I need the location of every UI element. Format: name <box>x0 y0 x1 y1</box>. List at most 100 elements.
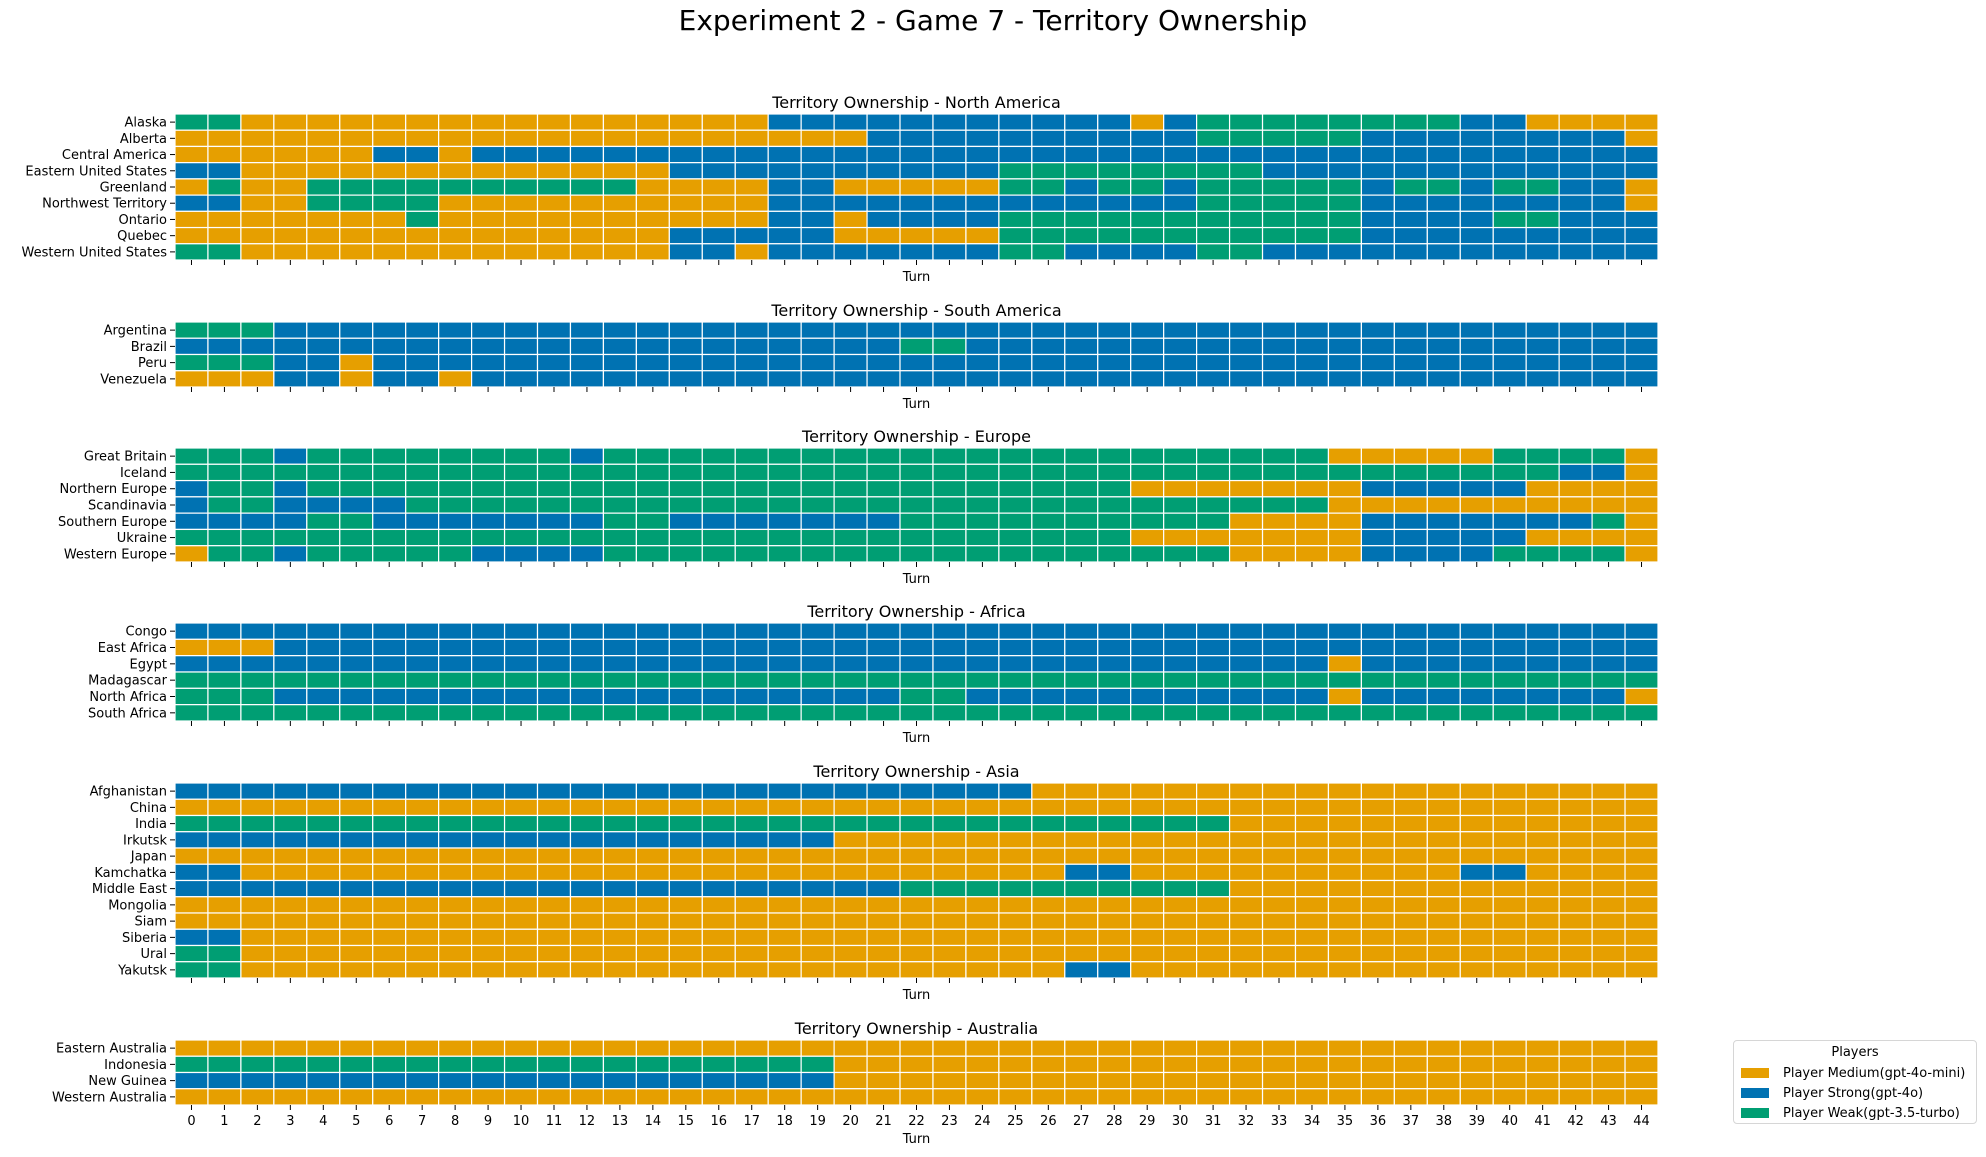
heatmap-cell <box>866 687 901 706</box>
x-tick-label: 37 <box>1403 1114 1420 1129</box>
heatmap-cell <box>998 961 1033 979</box>
heatmap-cell <box>1228 912 1264 930</box>
heatmap-cell <box>1393 961 1428 979</box>
heatmap-cell <box>1163 353 1198 372</box>
heatmap-cell <box>372 671 407 689</box>
heatmap-cell <box>536 879 572 898</box>
heatmap-cell <box>899 162 934 180</box>
heatmap-cell <box>800 528 835 547</box>
heatmap-cell <box>174 479 209 498</box>
heatmap-cell <box>1591 704 1626 722</box>
heatmap-cell <box>306 178 341 196</box>
heatmap-cell <box>1459 638 1494 657</box>
heatmap-cell <box>207 847 242 865</box>
heatmap-cell <box>998 129 1033 148</box>
heatmap-cell <box>405 944 440 963</box>
heatmap-cell <box>471 622 506 640</box>
heatmap-cell <box>866 1039 901 1057</box>
heatmap-cell <box>1031 638 1066 657</box>
heatmap-cell <box>701 847 736 865</box>
heatmap-cell <box>1064 370 1099 388</box>
heatmap-cell <box>503 912 539 930</box>
heatmap-cell <box>1097 447 1132 465</box>
heatmap-cell <box>503 528 539 547</box>
heatmap-cell <box>701 496 736 514</box>
heatmap-cell <box>1327 863 1363 882</box>
heatmap-cell <box>1360 512 1395 531</box>
y-tick-label: Southern Europe <box>58 515 167 530</box>
heatmap-cell <box>800 479 835 498</box>
heatmap-cell <box>833 145 868 164</box>
heatmap-cell <box>306 847 341 865</box>
heatmap-cell <box>668 353 703 372</box>
heatmap-cell <box>1261 879 1297 898</box>
heatmap-cell <box>1163 896 1198 914</box>
heatmap-cell <box>207 831 242 849</box>
heatmap-cell <box>1525 479 1560 498</box>
heatmap-cell <box>1492 353 1527 372</box>
heatmap-cell <box>503 704 539 722</box>
heatmap-cell <box>1064 545 1099 563</box>
heatmap-cell <box>1624 210 1659 229</box>
x-tick-label: 9 <box>484 1114 492 1129</box>
heatmap-cell <box>1492 1088 1527 1106</box>
heatmap-cell <box>339 479 374 498</box>
heatmap-cell <box>899 226 934 245</box>
heatmap-cell <box>866 226 901 245</box>
legend-item-strong: Player Strong(gpt-4o) <box>1734 1083 1976 1103</box>
heatmap-cell <box>1426 814 1461 833</box>
heatmap-cell <box>1624 512 1659 531</box>
heatmap-cell <box>1558 512 1593 531</box>
heatmap-cell <box>701 928 736 947</box>
heatmap-cell <box>1393 655 1428 673</box>
heatmap-cell <box>932 353 967 372</box>
heatmap-cell <box>207 512 242 531</box>
heatmap-cell <box>1261 321 1297 339</box>
heatmap-cell <box>1064 243 1099 261</box>
heatmap-cell <box>800 145 835 164</box>
heatmap-cell <box>1228 194 1264 212</box>
heatmap-cell <box>1064 337 1099 356</box>
heatmap-cell <box>1163 178 1198 196</box>
heatmap-cell <box>372 863 407 882</box>
heatmap-cell <box>1558 671 1593 689</box>
heatmap-cell <box>1360 782 1395 800</box>
heatmap-cell <box>734 337 769 356</box>
heatmap-cell <box>1459 814 1494 833</box>
heatmap-cell <box>833 243 868 261</box>
heatmap-cell <box>602 496 637 514</box>
heatmap-cell <box>635 928 670 947</box>
heatmap-cell <box>471 512 506 531</box>
heatmap-cell <box>1327 479 1363 498</box>
heatmap-cell <box>1163 912 1198 930</box>
heatmap-cell <box>767 243 802 261</box>
heatmap-cell <box>1130 479 1165 498</box>
y-tick-label: Afghanistan <box>90 785 167 800</box>
heatmap-cell <box>965 671 1000 689</box>
heatmap-cell <box>471 545 506 563</box>
x-tick-label: 8 <box>451 1114 459 1129</box>
heatmap-cell <box>899 479 934 498</box>
heatmap-cell <box>932 1071 967 1090</box>
heatmap-cell <box>569 1071 605 1090</box>
heatmap-cell <box>1525 194 1560 212</box>
heatmap-cell <box>602 545 637 563</box>
heatmap-cell <box>1097 226 1132 245</box>
heatmap-cell <box>503 178 539 196</box>
heatmap-cell <box>536 831 572 849</box>
heatmap-cell <box>339 545 374 563</box>
heatmap-cell <box>1426 831 1461 849</box>
y-tick-label: Eastern Australia <box>56 1042 167 1057</box>
heatmap-cell <box>965 512 1000 531</box>
heatmap-cell <box>635 704 670 722</box>
heatmap-cell <box>1031 944 1066 963</box>
x-tick-label: 19 <box>809 1114 826 1129</box>
heatmap-cell <box>405 496 440 514</box>
heatmap-cell <box>602 1039 637 1057</box>
heatmap-cell <box>1525 961 1560 979</box>
heatmap-cell <box>569 782 605 800</box>
heatmap-cell <box>1031 145 1066 164</box>
heatmap-cell <box>1624 944 1659 963</box>
heatmap-cell <box>1261 863 1297 882</box>
heatmap-cell <box>1163 863 1198 882</box>
